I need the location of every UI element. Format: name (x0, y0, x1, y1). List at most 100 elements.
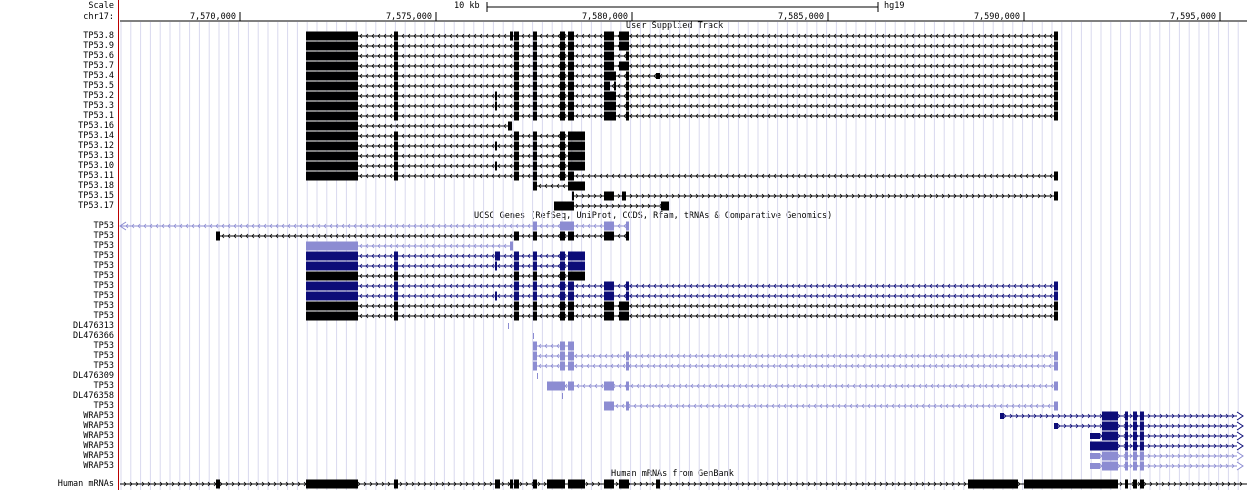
track-row-label[interactable]: WRAP53 (83, 421, 114, 431)
track-row-label[interactable]: WRAP53 (83, 461, 114, 471)
track-title-mrna[interactable]: Human mRNAs from GenBank (611, 469, 734, 479)
gene-feature[interactable] (547, 381, 1058, 391)
track-row-label[interactable]: WRAP53 (83, 451, 114, 461)
gene-feature[interactable] (1000, 411, 1240, 421)
gene-feature[interactable] (572, 191, 1058, 201)
track-row-label[interactable]: DL476358 (73, 391, 114, 401)
track-row-label[interactable]: TP53 (93, 291, 114, 301)
track-row-label[interactable]: TP53.15 (78, 191, 114, 201)
track-row-label[interactable]: TP53.4 (83, 71, 114, 81)
gene-feature[interactable] (306, 311, 1058, 321)
strand-arrow (539, 103, 543, 109)
gene-feature[interactable] (306, 241, 513, 251)
gene-feature[interactable] (306, 41, 1058, 51)
track-title-user[interactable]: User Supplied Track (626, 21, 724, 31)
track-row-label[interactable]: TP53 (93, 361, 114, 371)
gene-feature[interactable] (533, 361, 1058, 371)
gene-feature[interactable] (306, 111, 1058, 121)
track-row-label[interactable]: TP53.12 (78, 141, 114, 151)
track-row-label[interactable]: TP53 (93, 261, 114, 271)
exon-block (560, 101, 565, 111)
track-row-label[interactable]: TP53 (93, 341, 114, 351)
track-row-label[interactable]: TP53 (93, 351, 114, 361)
track-row-label[interactable]: TP53 (93, 241, 114, 251)
track-row-label[interactable]: TP53.6 (83, 51, 114, 61)
track-row-label[interactable]: TP53.17 (78, 201, 114, 211)
track-row-label[interactable]: WRAP53 (83, 411, 114, 421)
gene-feature[interactable] (1090, 441, 1240, 451)
track-row-label[interactable]: TP53.9 (83, 41, 114, 51)
track-row-label[interactable]: TP53.1 (83, 111, 114, 121)
gene-feature[interactable] (306, 161, 585, 171)
gene-feature[interactable] (306, 301, 1058, 311)
strand-arrow (839, 193, 843, 199)
track-row-label[interactable]: TP53.2 (83, 91, 114, 101)
track-row-label[interactable]: DL476309 (73, 371, 114, 381)
gene-feature[interactable] (604, 401, 1058, 411)
gene-feature[interactable] (306, 291, 1058, 301)
gene-feature[interactable] (306, 261, 585, 271)
gene-feature[interactable] (306, 131, 585, 141)
gene-feature[interactable] (306, 71, 1058, 81)
track-row-label[interactable]: Human mRNAs (57, 479, 114, 489)
strand-arrow (407, 53, 411, 59)
gene-feature[interactable] (306, 91, 1058, 101)
track-row-label[interactable]: TP53 (93, 221, 114, 231)
gene-feature[interactable] (306, 251, 585, 261)
track-title-ucsc[interactable]: UCSC Genes (RefSeq, UniProt, CCDS, Rfam,… (474, 211, 833, 221)
track-row-label[interactable]: TP53.16 (78, 121, 114, 131)
strand-arrow (845, 93, 849, 99)
gene-feature[interactable] (306, 101, 1058, 111)
gene-feature[interactable] (306, 31, 1058, 41)
track-row-label[interactable]: TP53 (93, 281, 114, 291)
strand-arrow (952, 363, 956, 369)
track-row-label[interactable]: TP53.13 (78, 151, 114, 161)
track-row-label[interactable]: WRAP53 (83, 431, 114, 441)
track-row-label[interactable]: TP53 (93, 271, 114, 281)
gene-feature[interactable] (306, 121, 512, 131)
track-row-label[interactable]: TP53 (93, 231, 114, 241)
track-row-label[interactable]: TP53 (93, 311, 114, 321)
gene-feature[interactable] (120, 221, 629, 231)
gene-feature[interactable] (306, 81, 1058, 91)
gene-feature[interactable] (1090, 451, 1240, 461)
gene-feature[interactable] (1090, 431, 1240, 441)
track-row-label[interactable]: TP53.7 (83, 61, 114, 71)
gene-feature[interactable] (306, 141, 585, 151)
track-row-label[interactable]: TP53 (93, 401, 114, 411)
track-row-label[interactable]: DL476313 (73, 321, 114, 331)
track-row-label[interactable]: TP53 (93, 381, 114, 391)
gene-feature[interactable] (1054, 421, 1240, 431)
track-row-label[interactable]: DL476366 (73, 331, 114, 341)
gene-feature[interactable] (306, 61, 1058, 71)
track-row-label[interactable]: TP53 (93, 301, 114, 311)
gene-feature[interactable] (533, 181, 585, 191)
gene-feature[interactable] (533, 351, 1058, 361)
mrna-density[interactable] (120, 479, 1247, 489)
strand-arrow (593, 93, 597, 99)
strand-arrow (587, 83, 591, 89)
gene-feature[interactable] (306, 271, 585, 281)
exon-block (626, 351, 629, 361)
track-row-label[interactable]: TP53.8 (83, 31, 114, 41)
strand-arrow (363, 481, 367, 487)
gene-feature[interactable] (554, 201, 669, 211)
track-row-label[interactable]: TP53.10 (78, 161, 114, 171)
track-row-label[interactable]: TP53 (93, 251, 114, 261)
track-row-label[interactable]: TP53.11 (78, 171, 114, 181)
gene-feature[interactable] (306, 171, 1058, 181)
track-row-label[interactable]: TP53.3 (83, 101, 114, 111)
track-row-label[interactable]: TP53.14 (78, 131, 114, 141)
strand-arrow (754, 363, 758, 369)
gene-feature[interactable] (533, 341, 574, 351)
track-row-label[interactable]: TP53.5 (83, 81, 114, 91)
gene-feature[interactable] (1090, 461, 1240, 471)
track-row-label[interactable]: TP53.18 (78, 181, 114, 191)
track-row-label[interactable]: WRAP53 (83, 441, 114, 451)
gene-feature[interactable] (306, 51, 1058, 61)
gene-feature[interactable] (306, 151, 585, 161)
gene-feature[interactable] (216, 231, 629, 241)
gene-feature[interactable] (306, 281, 1058, 291)
